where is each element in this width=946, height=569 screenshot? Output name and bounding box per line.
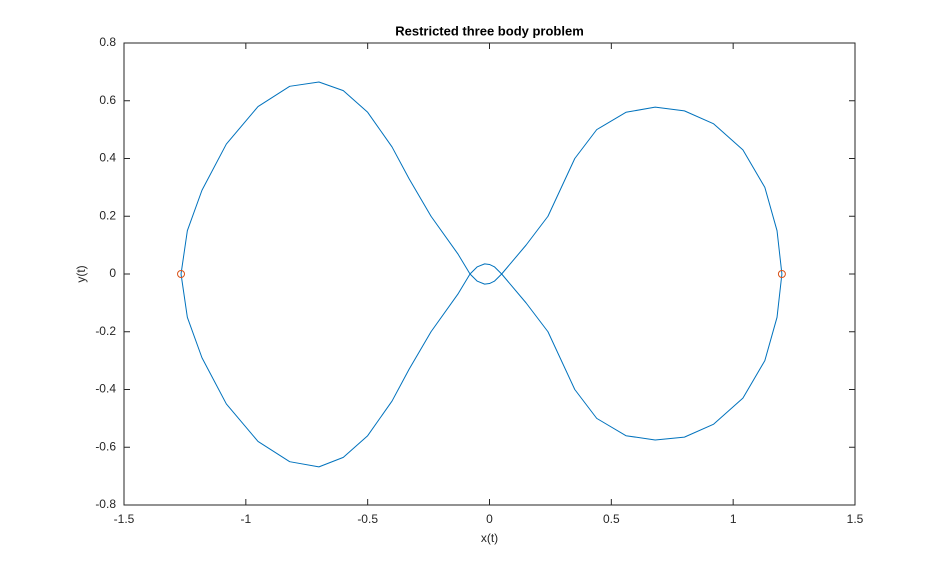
x-tick-label: -1 (240, 512, 251, 526)
x-tick-label: -0.5 (357, 512, 378, 526)
y-tick-label: -0.2 (95, 324, 116, 338)
x-tick-label: 0.5 (603, 512, 620, 526)
x-tick-label: 0 (486, 512, 493, 526)
y-axis-label: y(t) (74, 265, 88, 282)
x-tick-label: 1.5 (847, 512, 864, 526)
y-tick-label: 0.2 (99, 208, 116, 222)
marker (777, 270, 786, 278)
x-axis-label: x(t) (481, 531, 498, 545)
y-tick-label: -0.8 (95, 497, 116, 511)
y-tick-label: 0.6 (99, 93, 116, 107)
y-tick-label: -0.6 (95, 439, 116, 453)
y-tick-label: 0.4 (99, 151, 116, 165)
line (180, 81, 783, 468)
y-tick-label: 0.8 (99, 35, 116, 49)
chart-title: Restricted three body problem (395, 23, 584, 38)
y-tick-label: -0.4 (95, 382, 116, 396)
x-tick-label: 1 (730, 512, 737, 526)
x-tick-label: -1.5 (114, 512, 135, 526)
marker (177, 270, 186, 278)
y-tick-label: 0 (109, 266, 116, 280)
